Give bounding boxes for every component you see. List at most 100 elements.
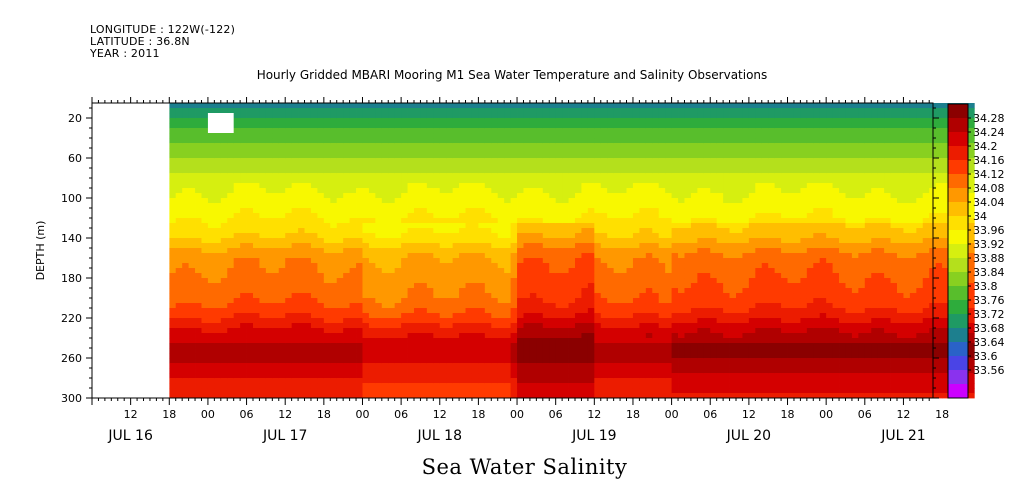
heatmap-cell (626, 358, 634, 364)
heatmap-cell (310, 388, 318, 394)
heatmap-cell (265, 388, 273, 394)
heatmap-cell (401, 223, 408, 229)
heatmap-cell (542, 113, 550, 119)
heatmap-cell (690, 158, 698, 164)
heatmap-cell (491, 283, 499, 289)
heatmap-cell (446, 233, 454, 239)
heatmap-cell (555, 108, 563, 114)
heatmap-cell (523, 108, 531, 114)
heatmap-cell (620, 318, 627, 324)
heatmap-cell (265, 223, 273, 229)
heatmap-cell (349, 163, 357, 169)
heatmap-cell (465, 103, 473, 109)
heatmap-cell (678, 373, 685, 379)
heatmap-cell (253, 188, 260, 194)
heatmap-cell (581, 208, 589, 214)
heatmap-cell (388, 363, 396, 369)
heatmap-cell (703, 373, 711, 379)
heatmap-cell (407, 278, 415, 284)
heatmap-cell (658, 193, 666, 199)
heatmap-cell (278, 368, 286, 374)
heatmap-cell (613, 323, 621, 329)
heatmap-cell (587, 108, 595, 114)
heatmap-cell (658, 158, 666, 164)
heatmap-cell (362, 278, 370, 284)
heatmap-cell (697, 253, 705, 259)
heatmap-cell (639, 268, 647, 274)
heatmap-cell (278, 108, 286, 114)
heatmap-cell (368, 133, 376, 139)
heatmap-cell (497, 293, 505, 299)
heatmap-cell (620, 203, 627, 209)
heatmap-cell (207, 228, 215, 234)
heatmap-cell (594, 263, 602, 269)
heatmap-cell (459, 293, 466, 299)
heatmap-cell (620, 248, 627, 254)
heatmap-cell (439, 333, 447, 339)
heatmap-cell (401, 208, 408, 214)
heatmap-cell (697, 193, 705, 199)
heatmap-cell (343, 128, 350, 134)
heatmap-cell (414, 368, 421, 374)
heatmap-cell (465, 393, 473, 399)
heatmap-cell (368, 168, 376, 174)
heatmap-cell (253, 313, 260, 319)
heatmap-cell (568, 288, 576, 294)
heatmap-cell (317, 178, 325, 184)
heatmap-cell (471, 208, 479, 214)
heatmap-cell (671, 113, 679, 119)
heatmap-cell (169, 383, 177, 389)
heatmap-cell (504, 248, 511, 254)
heatmap-cell (381, 308, 389, 314)
heatmap-cell (433, 328, 441, 334)
heatmap-cell (491, 383, 499, 389)
heatmap-cell (233, 338, 241, 344)
heatmap-cell (587, 218, 595, 224)
heatmap-cell (536, 288, 544, 294)
heatmap-cell (175, 163, 183, 169)
heatmap-cell (336, 178, 344, 184)
heatmap-cell (227, 313, 235, 319)
heatmap-cell (426, 178, 434, 184)
heatmap-cell (517, 188, 524, 194)
heatmap-cell (555, 258, 563, 264)
heatmap-cell (336, 133, 344, 139)
heatmap-cell (658, 363, 666, 369)
heatmap-cell (671, 283, 679, 289)
heatmap-cell (529, 318, 537, 324)
heatmap-cell (465, 128, 473, 134)
heatmap-cell (214, 333, 222, 339)
heatmap-cell (613, 143, 621, 149)
heatmap-cell (278, 363, 286, 369)
heatmap-cell (233, 343, 241, 349)
heatmap-cell (549, 238, 557, 244)
heatmap-cell (272, 188, 280, 194)
heatmap-cell (420, 328, 428, 334)
heatmap-cell (678, 248, 685, 254)
heatmap-cell (253, 153, 260, 159)
heatmap-cell (362, 118, 370, 124)
heatmap-cell (658, 268, 666, 274)
heatmap-cell (362, 163, 370, 169)
heatmap-cell (317, 203, 325, 209)
heatmap-cell (600, 298, 608, 304)
heatmap-cell (684, 193, 692, 199)
heatmap-cell (362, 303, 370, 309)
heatmap-cell (310, 198, 318, 204)
heatmap-cell (658, 233, 666, 239)
heatmap-cell (620, 198, 627, 204)
heatmap-cell (600, 323, 608, 329)
heatmap-cell (697, 118, 705, 124)
heatmap-cell (478, 133, 486, 139)
heatmap-cell (697, 218, 705, 224)
heatmap-cell (169, 158, 177, 164)
heatmap-cell (227, 393, 235, 399)
heatmap-cell (375, 113, 383, 119)
heatmap-cell (459, 138, 466, 144)
heatmap-cell (697, 228, 705, 234)
heatmap-cell (658, 183, 666, 189)
heatmap-cell (684, 228, 692, 234)
heatmap-cell (555, 338, 563, 344)
heatmap-cell (652, 258, 660, 264)
heatmap-cell (652, 343, 660, 349)
